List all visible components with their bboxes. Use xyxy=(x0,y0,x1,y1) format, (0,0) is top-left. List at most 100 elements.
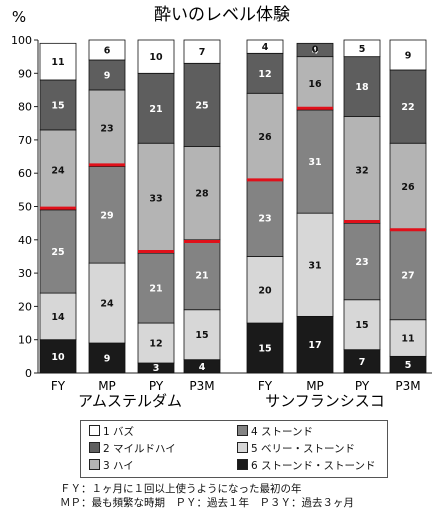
bar-segment xyxy=(296,109,334,214)
x-tick-label: PY xyxy=(149,379,164,393)
bar-segment xyxy=(246,39,284,54)
legend-label: 2 マイルドハイ xyxy=(103,443,176,455)
bar-segment xyxy=(183,39,221,64)
legend-swatch xyxy=(89,425,100,436)
data-label: 25 xyxy=(195,100,208,111)
data-label: 21 xyxy=(149,284,162,295)
bar-segment xyxy=(343,116,381,224)
data-label: 33 xyxy=(149,194,162,205)
data-label: 28 xyxy=(195,189,209,200)
bar-segment xyxy=(343,56,381,117)
data-label: 12 xyxy=(149,339,162,350)
chart-title: 酔いのレベル体験 xyxy=(154,5,290,25)
data-label: 24 xyxy=(51,165,65,176)
bar-segment xyxy=(343,39,381,58)
data-label: 17 xyxy=(308,340,321,351)
data-label: 20 xyxy=(258,285,272,296)
data-label: 18 xyxy=(355,82,369,93)
data-label: 23 xyxy=(100,124,113,135)
y-tick-label: 20 xyxy=(18,300,32,313)
legend-label: 3 ハイ xyxy=(103,460,134,472)
data-label: 15 xyxy=(355,320,368,331)
bar-segment xyxy=(39,79,77,131)
x-tick-label: FY xyxy=(258,379,273,393)
legend-swatch xyxy=(89,459,100,470)
data-label: 21 xyxy=(149,104,162,115)
legend-label: 1 バズ xyxy=(103,426,135,438)
data-label: 23 xyxy=(355,257,368,268)
bars: 10 14 25 24 15 11 9 24 29 23 9 6 3 12 21 33 21 10 4 15 21 28 2… xyxy=(39,39,427,374)
bar-segment xyxy=(296,212,334,317)
data-label: 24 xyxy=(100,299,114,310)
data-label: 9 xyxy=(104,354,111,365)
bar-segment xyxy=(246,256,284,324)
bar-segment xyxy=(137,322,175,364)
footnote-fy: ＦＹ：１ヶ月に１回以上使うようになった最初の年 xyxy=(60,483,302,495)
data-label: 21 xyxy=(195,270,208,281)
data-label: 10 xyxy=(149,52,163,63)
legend-item-stoned-stoned: 6 ストーンド・ストーンド xyxy=(237,459,375,473)
footnote-periods: ＭＰ：最も頻繁な時期 ＰＹ：過去１年 Ｐ３Ｙ：過去３ヶ月 xyxy=(60,497,354,509)
data-label: 29 xyxy=(100,210,113,221)
bar-segment xyxy=(137,72,175,144)
legend-item-buzz: 1 バズ xyxy=(89,425,134,439)
bar-segment xyxy=(343,299,381,351)
bar-segment xyxy=(246,179,284,257)
y-tick-label: 50 xyxy=(18,201,32,214)
legend-item-high: 3 ハイ xyxy=(89,459,134,473)
footnotes: ＦＹ：１ヶ月に１回以上使うようになった最初の年 ＭＰ：最も頻繁な時期 ＰＹ：過去… xyxy=(60,482,354,510)
bar-segment xyxy=(88,89,126,167)
category-labels: FY MP PY P3M FY MP PY P3M xyxy=(51,379,421,393)
x-tick-label: MP xyxy=(306,379,324,393)
data-label: 31 xyxy=(308,260,321,271)
bar-segment xyxy=(88,39,126,61)
x-tick-label: MP xyxy=(98,379,116,393)
legend-swatch xyxy=(89,442,100,453)
data-label: 3 xyxy=(153,363,160,374)
data-label: 16 xyxy=(308,79,322,90)
bar-segment xyxy=(183,309,221,361)
data-label: 0 xyxy=(312,44,319,55)
data-label: 31 xyxy=(308,157,321,168)
bar-segment xyxy=(389,39,427,71)
bar-segment xyxy=(137,252,175,324)
data-label: 15 xyxy=(51,100,64,111)
x-tick-label: FY xyxy=(51,379,66,393)
data-label: 9 xyxy=(104,70,111,81)
legend-label: 5 ベリー・ストーンド xyxy=(251,443,355,455)
data-label: 27 xyxy=(401,270,414,281)
y-tick-label: 80 xyxy=(18,101,32,114)
legend-swatch xyxy=(237,459,248,470)
legend-swatch xyxy=(237,425,248,436)
bar-segment xyxy=(88,342,126,374)
data-label: 6 xyxy=(104,45,111,56)
bar-segment xyxy=(246,322,284,374)
y-axis-label: % xyxy=(12,8,26,26)
legend-label: 6 ストーンド・ストーンド xyxy=(251,460,376,472)
bar-segment xyxy=(39,339,77,374)
data-label: 11 xyxy=(401,334,414,345)
bar-segment xyxy=(39,42,77,81)
bar-segment xyxy=(88,59,126,91)
data-label: 4 xyxy=(262,42,269,53)
bar-segment xyxy=(137,142,175,254)
data-label: 26 xyxy=(258,132,272,143)
y-tick-label: 0 xyxy=(25,367,32,380)
bar-segment xyxy=(389,69,427,144)
bar-segment xyxy=(389,142,427,231)
data-label: 7 xyxy=(199,47,206,58)
data-label: 5 xyxy=(405,360,412,371)
data-label: 25 xyxy=(51,247,64,258)
data-label: 15 xyxy=(258,344,271,355)
x-tick-label: P3M xyxy=(189,379,214,393)
x-tick-label: PY xyxy=(355,379,370,393)
data-label: 4 xyxy=(312,45,319,56)
bar-segment xyxy=(389,319,427,357)
data-label: 15 xyxy=(195,330,208,341)
bar-segment xyxy=(88,166,126,264)
group-label-amsterdam: アムステルダム xyxy=(78,392,182,410)
y-tick-label: 30 xyxy=(18,267,32,280)
x-tick-label: P3M xyxy=(395,379,420,393)
